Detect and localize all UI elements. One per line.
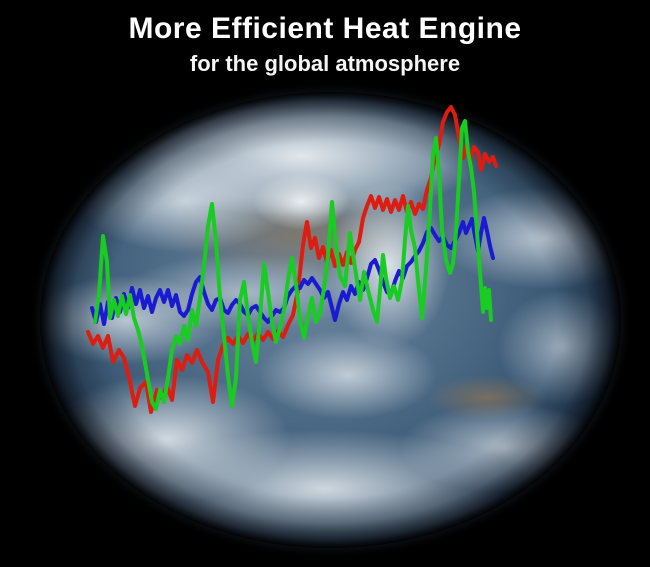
figure-subtitle: for the global atmosphere (189, 50, 461, 76)
figure-header: More Efficient Heat Engine for the globa… (0, 12, 650, 77)
earth-photo (40, 92, 621, 548)
series-green-line (93, 119, 493, 411)
figure-title: More Efficient Heat Engine (128, 12, 522, 45)
